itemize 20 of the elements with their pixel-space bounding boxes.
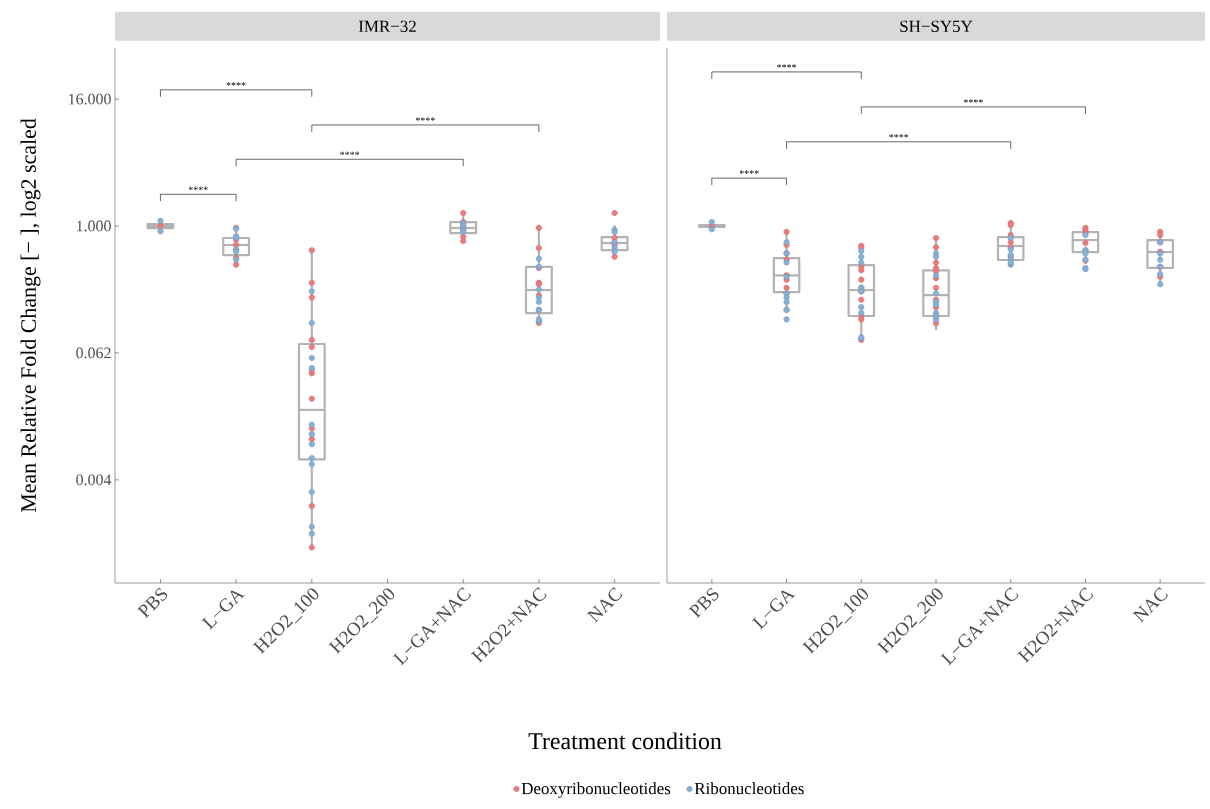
annotation: ****: [963, 99, 983, 103]
y-axis-title: Mean Relative Fold Change [− ], log2 scaled: [20, 118, 41, 513]
annotation: ****: [415, 117, 435, 121]
x-axis-title: Treatment condition: [528, 732, 722, 750]
y-tick-label: 0.062: [76, 347, 111, 359]
y-tick-label: 16.000: [69, 93, 111, 105]
annotation: ****: [226, 82, 246, 86]
annotation: ****: [889, 134, 909, 138]
legend-label: Ribonucleotides: [694, 782, 804, 795]
annotation: ****: [188, 186, 208, 191]
x-tick-label: PBS: [137, 587, 168, 619]
annotation: ****: [340, 151, 360, 156]
chart-title: IMR−32: [358, 20, 416, 33]
annotation: ****: [739, 170, 759, 175]
x-tick-label: PBS: [688, 587, 719, 619]
annotation: ****: [777, 64, 797, 68]
y-tick-label: 1.000: [77, 220, 111, 232]
y-tick-label: 0.004: [76, 474, 112, 486]
chart-title: SH−SY5Y: [900, 20, 973, 33]
legend-label: Deoxyribonucleotides: [521, 782, 671, 798]
